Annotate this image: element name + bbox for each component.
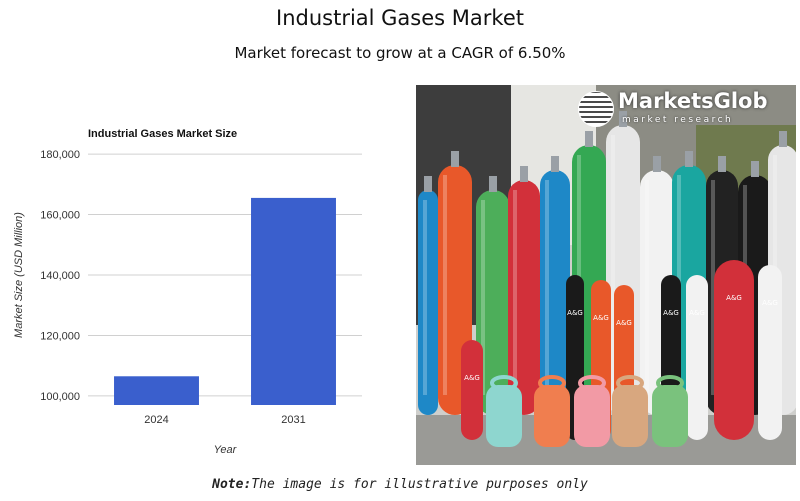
refrigerant-can <box>534 385 570 447</box>
globe-logo-icon <box>578 91 614 127</box>
cylinder-valve <box>718 156 726 172</box>
cylinder-label: A&G <box>663 309 679 317</box>
y-tick-label: 100,000 <box>40 391 80 403</box>
gas-cylinder <box>476 190 510 415</box>
gas-cylinder <box>686 275 708 440</box>
refrigerant-can <box>652 385 688 447</box>
x-tick-label: 2024 <box>144 414 168 426</box>
can-handle <box>578 375 606 391</box>
page-title: Industrial Gases Market <box>276 6 524 30</box>
refrigerant-can <box>574 385 610 447</box>
brand-logo: MarketsGlob market research <box>578 89 788 129</box>
gas-cylinder <box>418 190 438 415</box>
y-tick-label: 160,000 <box>40 210 80 222</box>
y-tick-label: 180,000 <box>40 149 80 161</box>
cylinder-valve <box>551 156 559 172</box>
cylinder-valve <box>751 161 759 177</box>
gas-cylinder <box>758 265 782 440</box>
x-axis-label: Year <box>214 444 238 456</box>
market-size-chart: Industrial Gases Market Size 100,000 120,0… <box>13 128 362 456</box>
y-tick-label: 140,000 <box>40 270 80 282</box>
bar <box>114 376 199 405</box>
note-label: Note: <box>212 477 252 492</box>
cylinder-label: A&G <box>567 309 583 317</box>
cylinder-label: A&G <box>689 309 705 317</box>
cylinder-valve <box>520 166 528 182</box>
cylinder-label: A&G <box>726 294 742 302</box>
gas-cylinders-photo: A&G A&G A&G A&G A&G A&G A&G A&G MarketsGlob mar… <box>416 85 796 465</box>
refrigerant-can <box>486 385 522 447</box>
cylinder-valve <box>451 151 459 167</box>
chart-title: Industrial Gases Market Size <box>88 128 237 140</box>
cylinder-valve <box>424 176 432 192</box>
gas-cylinder <box>508 180 540 415</box>
cylinder-shine <box>545 180 549 395</box>
cylinder-shine <box>577 155 581 395</box>
cylinder-shine <box>423 200 427 395</box>
cylinder-valve <box>489 176 497 192</box>
cylinder-valve <box>685 151 693 167</box>
cylinder-shine <box>711 180 715 395</box>
logo-name: MarketsGlob <box>618 89 768 113</box>
x-tick-label: 2031 <box>281 414 305 426</box>
cylinder-shine <box>645 180 649 395</box>
cylinder-shine <box>481 200 485 395</box>
cylinder-label: A&G <box>464 374 480 382</box>
can-handle <box>656 375 684 391</box>
cylinder-valve <box>585 131 593 147</box>
bar <box>251 197 336 405</box>
y-axis-label: Market Size (USD Million) <box>13 212 25 338</box>
can-handle <box>616 375 644 391</box>
cylinder-valve <box>779 131 787 147</box>
cylinder-label: A&G <box>762 299 778 307</box>
cylinder-valve <box>653 156 661 172</box>
page-subtitle: Market forecast to grow at a CAGR of 6.5… <box>234 44 566 62</box>
cylinder-valve <box>619 111 627 127</box>
cylinder-label: A&G <box>616 319 632 327</box>
gas-cylinder <box>461 340 483 440</box>
can-handle <box>538 375 566 391</box>
y-tick-label: 120,000 <box>40 330 80 342</box>
cylinder-shine <box>611 135 615 395</box>
can-handle <box>490 375 518 391</box>
cylinder-label: A&G <box>593 314 609 322</box>
cylinder-shine <box>443 175 447 395</box>
cylinder-shine <box>513 190 517 395</box>
gas-cylinder <box>540 170 570 415</box>
footer-note: Note:The image is for illustrative purpo… <box>0 477 800 492</box>
logo-tagline: market research <box>622 115 734 125</box>
gas-cylinder <box>714 260 754 440</box>
note-text: The image is for illustrative purposes o… <box>251 477 588 492</box>
refrigerant-can <box>612 385 648 447</box>
